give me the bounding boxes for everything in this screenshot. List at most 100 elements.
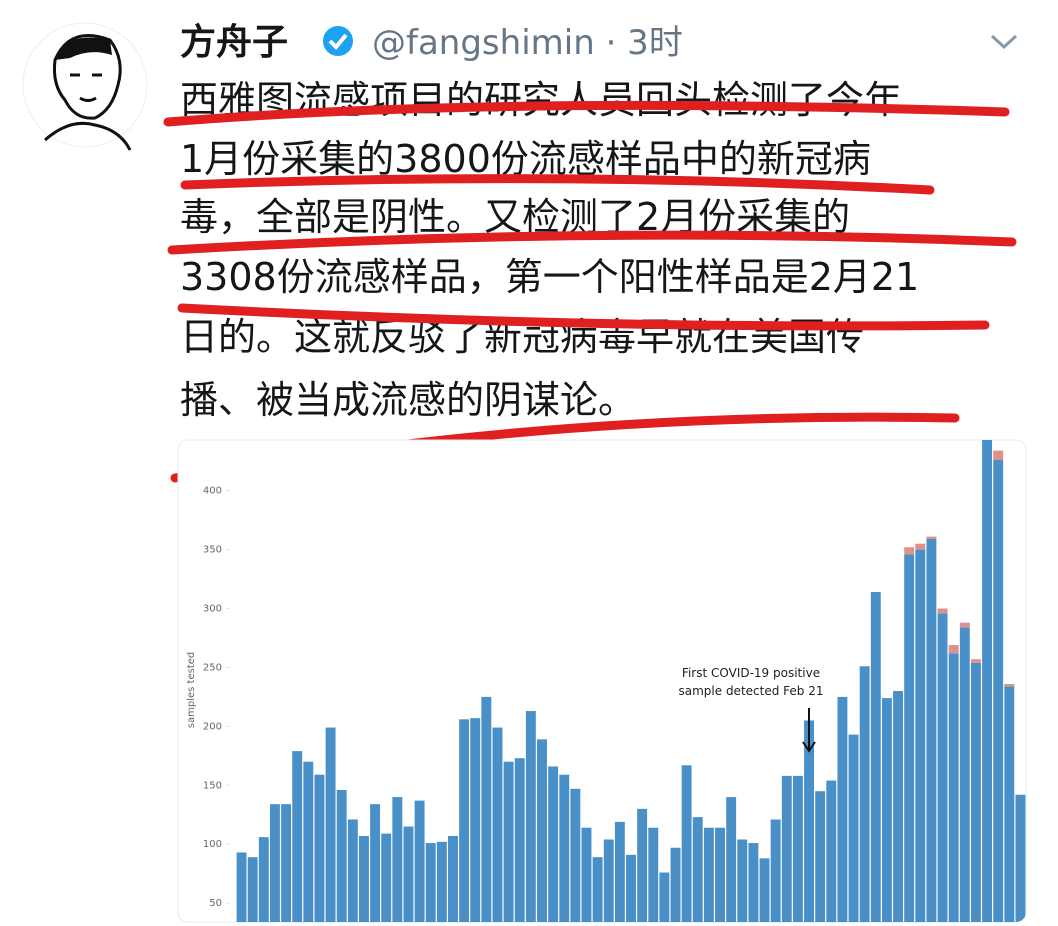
bar bbox=[792, 775, 803, 922]
bar bbox=[904, 547, 915, 555]
bar bbox=[548, 766, 559, 922]
bar bbox=[1004, 686, 1015, 922]
y-tick-label: 200 bbox=[203, 721, 222, 732]
bar bbox=[703, 827, 714, 922]
menu-chevron[interactable] bbox=[990, 34, 1018, 50]
bar bbox=[681, 765, 692, 922]
bar bbox=[670, 847, 681, 922]
bar bbox=[937, 613, 948, 922]
bar bbox=[859, 666, 870, 922]
chart: 50 100 150 200 250 300 350 400 samples tested Fir… bbox=[186, 440, 1026, 922]
bar bbox=[870, 592, 881, 922]
tweet-line: 3308份流感样品，第一个阳性样品是2月21 bbox=[180, 255, 919, 299]
bar bbox=[848, 734, 859, 922]
bar bbox=[815, 791, 826, 922]
bar bbox=[926, 536, 937, 539]
bar bbox=[648, 827, 659, 922]
bar bbox=[559, 774, 570, 922]
y-tick-label: 300 bbox=[203, 604, 222, 615]
y-tick-label: 100 bbox=[203, 839, 222, 850]
y-tick-label: 50 bbox=[209, 898, 222, 909]
bar bbox=[347, 819, 358, 922]
bar bbox=[837, 696, 848, 922]
bar bbox=[915, 543, 926, 550]
annotation: sample detected Feb 21 bbox=[679, 684, 824, 698]
bar bbox=[893, 691, 904, 922]
bar bbox=[292, 751, 303, 922]
bar bbox=[659, 872, 670, 922]
bar bbox=[970, 662, 981, 922]
bar bbox=[637, 808, 648, 922]
y-tick-label: 400 bbox=[203, 486, 222, 497]
y-tick-label: 150 bbox=[203, 780, 222, 791]
bar bbox=[470, 718, 481, 922]
tweet-line: 播、被当成流感的阴谋论。 bbox=[180, 378, 636, 422]
bar bbox=[804, 720, 814, 922]
bar bbox=[937, 608, 948, 614]
bar bbox=[448, 835, 458, 922]
bar bbox=[737, 839, 748, 922]
bar bbox=[781, 775, 792, 922]
bar bbox=[959, 627, 970, 922]
bar bbox=[403, 826, 414, 922]
bar bbox=[525, 711, 536, 922]
bar bbox=[537, 739, 547, 922]
bar bbox=[881, 698, 892, 922]
bar bbox=[626, 854, 636, 922]
annotation-arrow bbox=[802, 708, 816, 753]
bar bbox=[459, 719, 470, 922]
bar bbox=[592, 857, 603, 922]
bar bbox=[581, 827, 592, 922]
bar bbox=[770, 819, 781, 922]
bar bbox=[314, 774, 325, 922]
bar bbox=[982, 440, 993, 922]
tweet-text: 西雅图流感项目的研究人员回头检测了今年1月份采集的3800份流感样品中的新冠病毒… bbox=[180, 78, 919, 422]
y-tick-label: 250 bbox=[203, 662, 222, 673]
bar bbox=[826, 780, 837, 922]
bar bbox=[570, 788, 581, 922]
bar bbox=[948, 653, 959, 922]
bar bbox=[993, 450, 1004, 461]
bar bbox=[514, 758, 525, 922]
bar bbox=[370, 804, 381, 922]
user-name[interactable]: 方舟子 bbox=[180, 22, 288, 63]
verified-badge bbox=[323, 26, 353, 56]
bar bbox=[436, 841, 447, 922]
user-handle[interactable]: @fangshimin · 3时 bbox=[372, 23, 683, 63]
bar bbox=[926, 538, 937, 922]
bar bbox=[748, 843, 759, 922]
bar bbox=[603, 839, 614, 922]
bar bbox=[381, 833, 392, 922]
bar bbox=[904, 554, 915, 922]
bar bbox=[915, 549, 926, 922]
bar bbox=[715, 827, 725, 922]
annotation: First COVID-19 positive bbox=[682, 666, 820, 680]
avatar[interactable] bbox=[22, 22, 148, 151]
bar bbox=[993, 460, 1004, 922]
bar bbox=[281, 804, 292, 922]
bar bbox=[1004, 683, 1015, 687]
bar bbox=[503, 761, 514, 922]
bar bbox=[236, 852, 247, 922]
tweet-line: 1月份采集的3800份流感样品中的新冠病 bbox=[180, 137, 871, 181]
bar bbox=[303, 761, 314, 922]
bar bbox=[247, 857, 258, 922]
bar bbox=[325, 727, 336, 922]
y-tick-label: 350 bbox=[203, 545, 222, 556]
bar bbox=[425, 843, 436, 922]
bar bbox=[970, 659, 981, 663]
bar bbox=[258, 837, 269, 922]
bar bbox=[481, 696, 492, 922]
bar bbox=[692, 817, 703, 922]
bar bbox=[392, 797, 403, 922]
red-underlines bbox=[163, 100, 1017, 483]
bar bbox=[959, 622, 970, 628]
bar bbox=[614, 821, 625, 922]
bar bbox=[414, 800, 425, 922]
bar bbox=[759, 858, 770, 922]
bar bbox=[948, 645, 959, 654]
bar bbox=[336, 790, 347, 922]
y-axis-label: samples tested bbox=[186, 652, 197, 728]
